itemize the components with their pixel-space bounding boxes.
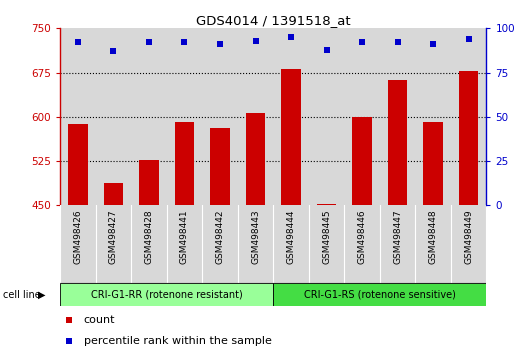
Bar: [317, 204, 336, 205]
Text: GSM498426: GSM498426: [73, 209, 83, 264]
Bar: [175, 122, 194, 205]
Bar: [353, 117, 372, 205]
Bar: [104, 183, 123, 205]
Point: [287, 34, 295, 40]
Bar: [68, 125, 88, 205]
Point: [393, 40, 402, 45]
Bar: [139, 160, 158, 205]
Text: GSM498445: GSM498445: [322, 209, 331, 264]
Text: cell line: cell line: [3, 290, 40, 300]
Text: GSM498427: GSM498427: [109, 209, 118, 264]
Point: [64, 338, 73, 344]
Text: GSM498446: GSM498446: [358, 209, 367, 264]
Bar: [273, 283, 486, 306]
Bar: [246, 113, 265, 205]
Bar: [423, 122, 443, 205]
Text: GSM498442: GSM498442: [215, 209, 224, 264]
Bar: [459, 71, 479, 205]
Text: ▶: ▶: [38, 290, 45, 300]
Point: [74, 40, 82, 45]
Text: CRI-G1-RR (rotenone resistant): CRI-G1-RR (rotenone resistant): [91, 290, 243, 300]
Bar: [281, 69, 301, 205]
Point: [358, 40, 366, 45]
Point: [252, 38, 260, 44]
Title: GDS4014 / 1391518_at: GDS4014 / 1391518_at: [196, 14, 350, 27]
Text: GSM498428: GSM498428: [144, 209, 153, 264]
Text: GSM498441: GSM498441: [180, 209, 189, 264]
Point: [464, 36, 473, 42]
Text: GSM498448: GSM498448: [429, 209, 438, 264]
Bar: [60, 283, 273, 306]
Text: count: count: [84, 315, 115, 325]
Bar: [210, 128, 230, 205]
Text: GSM498449: GSM498449: [464, 209, 473, 264]
Point: [322, 47, 331, 52]
Point: [64, 317, 73, 323]
Text: GSM498447: GSM498447: [393, 209, 402, 264]
Text: GSM498444: GSM498444: [287, 209, 295, 264]
Point: [216, 41, 224, 47]
Point: [109, 48, 118, 54]
Text: GSM498443: GSM498443: [251, 209, 260, 264]
Point: [429, 41, 437, 47]
Text: CRI-G1-RS (rotenone sensitive): CRI-G1-RS (rotenone sensitive): [304, 290, 456, 300]
Bar: [388, 80, 407, 205]
Point: [180, 40, 189, 45]
Point: [145, 40, 153, 45]
Text: percentile rank within the sample: percentile rank within the sample: [84, 336, 271, 346]
